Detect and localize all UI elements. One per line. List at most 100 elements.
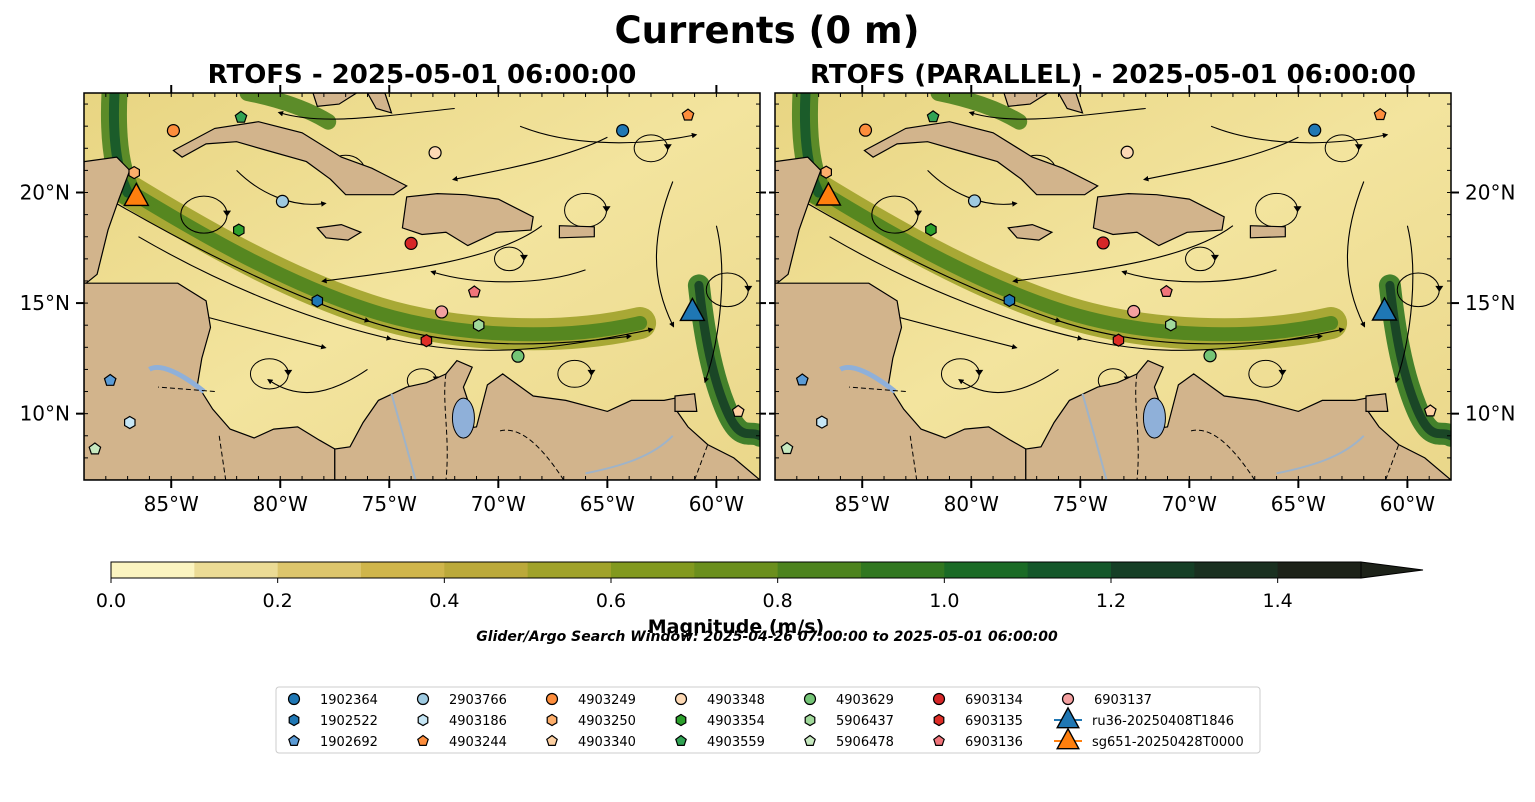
legend-label: 1902364: [320, 693, 378, 708]
marker-4903354: [925, 223, 937, 237]
land-trinidad: [674, 393, 698, 412]
panel-title-left: RTOFS - 2025-05-01 06:00:00: [208, 60, 637, 90]
legend-marker-circle: [416, 692, 430, 706]
land-bahamas-andros: [366, 93, 393, 114]
streamline-arrow: [602, 206, 611, 213]
streamline: [655, 181, 675, 328]
streamline: [968, 107, 1146, 120]
streamline: [519, 125, 698, 144]
legend-frame: [275, 686, 1261, 754]
marker-4903559: [926, 110, 940, 123]
colorbar-tick-label: 0.6: [596, 590, 626, 612]
streamline: [321, 225, 543, 284]
streamline-arrow: [1354, 144, 1363, 151]
river: [1276, 435, 1365, 475]
colorbar-tick-label: 1.2: [1096, 590, 1126, 612]
streamline: [1121, 269, 1277, 283]
country-border: [1385, 444, 1400, 480]
marker-1902364: [1308, 123, 1322, 137]
streamline: [277, 107, 455, 120]
legend-label: 1902522: [320, 714, 378, 729]
marker-1902522: [311, 294, 324, 308]
legend-marker-circle: [287, 692, 301, 706]
streamline: [1394, 225, 1414, 384]
lake-maracaibo: [1142, 397, 1166, 439]
legend-marker-circle: [932, 692, 946, 706]
colorbar-bin: [861, 562, 945, 578]
marker-4903629: [1203, 349, 1217, 363]
marker-ru36-20250408T1846: [679, 296, 706, 322]
streamline-arrow: [975, 369, 984, 376]
lon-tick-label: 65°W: [1271, 492, 1326, 516]
streamline: [1346, 181, 1366, 328]
legend-label: 6903136: [965, 735, 1023, 750]
streamline: [236, 170, 327, 207]
marker-5906437: [472, 318, 485, 332]
legend-marker-pentagon: [804, 734, 816, 747]
search-window-text: Glider/Argo Search Window: 2025-04-26 07…: [476, 629, 1058, 645]
lon-tick-label: 65°W: [580, 492, 635, 516]
lat-tick-label: 20°N: [1465, 181, 1515, 205]
legend-item: 4903249: [545, 692, 636, 708]
map-panel-right: 85°W 80°W 75°W 70°W 65°W 60°W 10°N 15°N 20°N: [769, 85, 1515, 516]
colorbar-tick-label: 0.2: [263, 590, 293, 612]
marker-ru36-20250408T1846: [1371, 296, 1398, 321]
legend-item: 6903134: [932, 692, 1023, 708]
legend-marker-pentagon: [288, 734, 300, 747]
legend-label: 4903249: [578, 693, 636, 708]
lon-tick-label: 60°W: [689, 492, 744, 516]
legend-item: 1902364: [287, 692, 378, 708]
marker-6903134: [1096, 236, 1110, 250]
marker-1902692: [103, 373, 117, 386]
legend-item: 5906437: [804, 713, 894, 729]
legend-label: 4903244: [449, 735, 507, 750]
lake-maracaibo: [451, 397, 475, 439]
marker-4903340: [1423, 404, 1437, 417]
colorbar-frame: [110, 561, 1362, 579]
marker-sg651-20250428T0000: [815, 181, 842, 206]
colorbar-bin: [694, 562, 779, 578]
streamline: [116, 203, 632, 345]
marker-4903249: [166, 123, 181, 138]
marker-2903766: [967, 194, 982, 208]
colorbar-bin: [1027, 562, 1112, 578]
legend-item: 4903340: [546, 734, 636, 750]
lon-tick-label: 60°W: [1380, 492, 1435, 516]
marker-1902692: [795, 373, 809, 386]
legend-label: 4903559: [707, 735, 765, 750]
streamline-arrow: [519, 254, 528, 261]
legend-marker-pentagon: [675, 734, 687, 747]
country-border: [158, 386, 215, 392]
marker-4903629: [511, 349, 525, 363]
marker-5906478: [88, 442, 102, 455]
streamline-arrow: [223, 210, 232, 217]
marker-4903249: [858, 123, 873, 137]
legend-marker-hexagon: [933, 713, 945, 727]
lat-tick-label: 15°N: [20, 291, 70, 315]
legend-label: 6903137: [1094, 693, 1152, 708]
streamline-arrow: [1435, 285, 1444, 292]
legend-label: 1902692: [320, 735, 378, 750]
marker-1902522: [1003, 293, 1016, 308]
colorbar-bin: [944, 562, 1029, 578]
lake-nicaragua: [839, 365, 897, 394]
legend-label: 5906437: [836, 714, 894, 729]
colorbar-tick-label: 1.0: [929, 590, 959, 612]
streamline-arrow: [744, 285, 753, 292]
legend-label: 4903186: [449, 714, 507, 729]
legend-marker-pentagon: [417, 734, 429, 747]
legend-item: sg651-20250428T0000: [1054, 727, 1244, 750]
colorbar-label: Magnitude (m/s): [648, 616, 825, 638]
land-trinidad: [1365, 393, 1389, 412]
colorbar-bin: [194, 562, 279, 578]
legend-label: 4903250: [578, 714, 636, 729]
lon-tick-label: 80°W: [253, 492, 308, 516]
legend-label: sg651-20250428T0000: [1092, 735, 1244, 750]
marker-4903250: [820, 165, 833, 179]
land-cuba: [863, 121, 1099, 196]
streamline: [1210, 125, 1389, 144]
land-jamaica: [1007, 223, 1054, 241]
colorbar-bin: [777, 562, 862, 578]
colorbar-bin: [1194, 562, 1279, 578]
land-hispaniola: [401, 192, 534, 247]
